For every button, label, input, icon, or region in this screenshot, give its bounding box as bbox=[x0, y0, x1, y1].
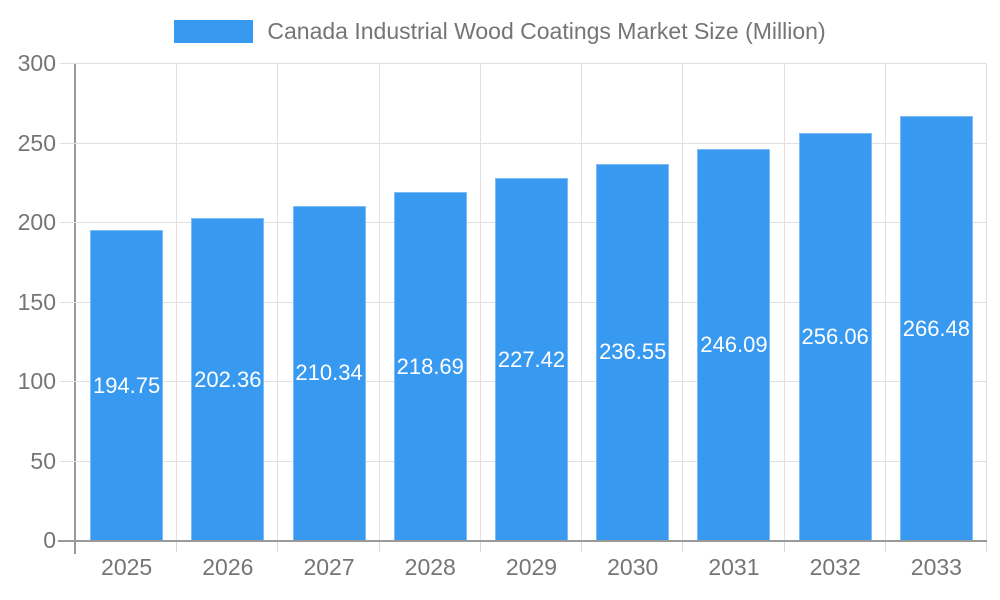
y-gridline-250 bbox=[60, 142, 987, 144]
y-axis-label-100: 100 bbox=[17, 368, 56, 394]
x-gridline-1 bbox=[176, 63, 178, 540]
y-axis-label-50: 50 bbox=[30, 447, 56, 474]
bar-value-label-2029: 227.42 bbox=[497, 346, 566, 372]
x-axis-label-2031: 2031 bbox=[708, 554, 760, 580]
legend: Canada Industrial Wood Coatings Market S… bbox=[0, 18, 1000, 45]
legend-item[interactable]: Canada Industrial Wood Coatings Market S… bbox=[174, 18, 826, 45]
bar-value-label-2027: 210.34 bbox=[295, 360, 363, 386]
y-axis-tick-extension bbox=[74, 542, 76, 554]
x-axis-label-2025: 2025 bbox=[101, 554, 153, 580]
bar-2025[interactable]: 194.75 bbox=[90, 230, 164, 540]
x-axis-tick-7 bbox=[783, 542, 785, 552]
x-axis-label-2027: 2027 bbox=[303, 554, 355, 580]
bar-value-label-2026: 202.36 bbox=[194, 366, 262, 392]
bar-value-label-2033: 266.48 bbox=[902, 315, 971, 341]
x-gridline-2 bbox=[277, 63, 279, 540]
bar-2029[interactable]: 227.42 bbox=[495, 178, 568, 540]
bar-2028[interactable]: 218.69 bbox=[393, 192, 467, 540]
y-axis-label-200: 200 bbox=[17, 209, 56, 235]
x-axis-label-2032: 2032 bbox=[809, 554, 861, 580]
y-axis-label-300: 300 bbox=[17, 50, 56, 76]
bar-2026[interactable]: 202.36 bbox=[191, 218, 265, 540]
bar-2030[interactable]: 236.55 bbox=[596, 163, 670, 540]
y-gridline-300 bbox=[60, 63, 987, 64]
x-axis-tick-2 bbox=[277, 542, 279, 552]
x-axis-tick-1 bbox=[176, 542, 178, 552]
x-gridline-7 bbox=[783, 63, 785, 540]
x-axis-tick-6 bbox=[682, 542, 684, 552]
bar-2027[interactable]: 210.34 bbox=[292, 205, 366, 540]
bar-value-label-2028: 218.69 bbox=[396, 353, 464, 379]
y-axis-label-150: 150 bbox=[17, 288, 56, 315]
bar-2032[interactable]: 256.06 bbox=[798, 132, 872, 540]
x-gridline-3 bbox=[378, 63, 380, 540]
plot-area: 0 50 100 150 200 250 300 194.75 2025 202.36 2026 21… bbox=[18, 51, 987, 580]
x-axis-tick-5 bbox=[581, 542, 583, 552]
x-axis-label-2029: 2029 bbox=[505, 554, 558, 580]
x-gridline-4 bbox=[479, 63, 481, 540]
x-axis-label-2030: 2030 bbox=[607, 554, 659, 580]
x-gridline-5 bbox=[581, 63, 583, 540]
bar-value-label-2025: 194.75 bbox=[92, 372, 161, 398]
x-axis-tick-9 bbox=[986, 542, 987, 552]
x-axis-label-2028: 2028 bbox=[404, 554, 456, 580]
bar-2033[interactable]: 266.48 bbox=[899, 116, 973, 540]
x-axis-tick-3 bbox=[378, 542, 380, 552]
y-axis-label-0: 0 bbox=[43, 527, 56, 553]
x-axis-label-2033: 2033 bbox=[910, 554, 962, 580]
x-axis-label-2026: 2026 bbox=[202, 554, 254, 580]
x-axis-tick-8 bbox=[884, 542, 886, 552]
bar-value-label-2031: 246.09 bbox=[700, 331, 768, 357]
bar-value-label-2030: 236.55 bbox=[599, 339, 667, 365]
x-gridline-8 bbox=[884, 63, 886, 540]
x-gridline-6 bbox=[682, 63, 684, 540]
chart-title: Canada Industrial Wood Coatings Market S… bbox=[267, 18, 826, 44]
x-gridline-9 bbox=[986, 63, 987, 540]
legend-swatch-icon bbox=[174, 20, 254, 43]
bar-2031[interactable]: 246.09 bbox=[697, 148, 771, 540]
bar-value-label-2032: 256.06 bbox=[801, 323, 869, 349]
x-axis-tick-4 bbox=[479, 542, 481, 552]
y-axis-label-250: 250 bbox=[17, 129, 56, 156]
zero-tick bbox=[58, 540, 76, 542]
